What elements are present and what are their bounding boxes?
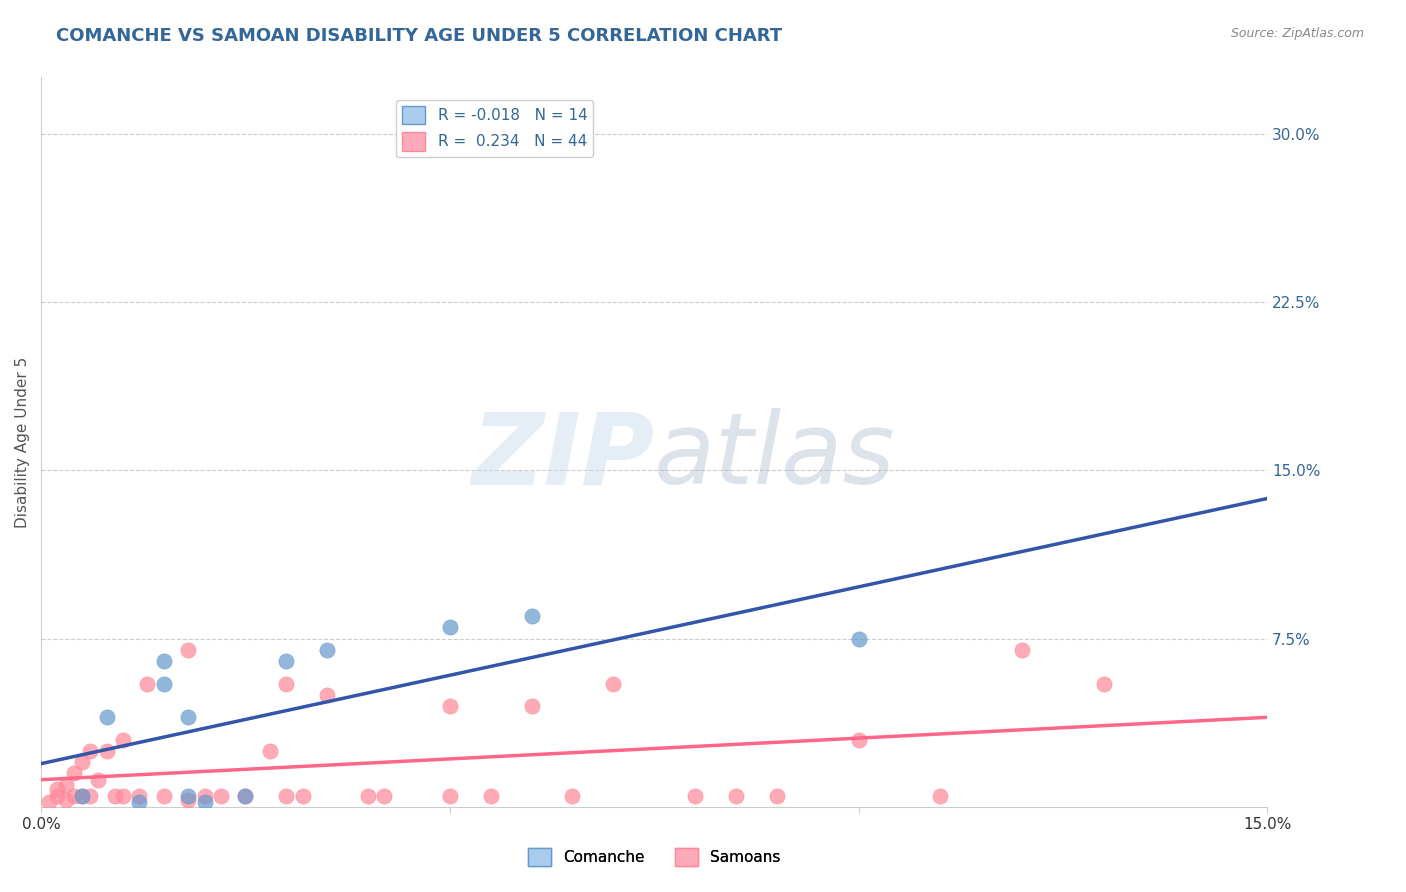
Point [38, 796, 60, 810]
Point [55, 778, 77, 792]
Point [929, 789, 952, 803]
Point [316, 643, 339, 657]
Point [46, 789, 69, 803]
Point [96, 744, 118, 758]
Legend: Comanche, Samoans: Comanche, Samoans [522, 841, 787, 872]
Text: ZIP: ZIP [471, 409, 654, 505]
Point [46, 782, 69, 797]
Point [276, 654, 298, 668]
Point [1092, 676, 1115, 690]
Point [70, 789, 93, 803]
Point [194, 796, 217, 810]
Point [111, 789, 134, 803]
Point [104, 789, 127, 803]
Point [291, 789, 314, 803]
Point [62, 766, 84, 780]
Point [561, 789, 583, 803]
Point [316, 688, 339, 702]
Point [177, 789, 200, 803]
Point [70, 755, 93, 769]
Point [235, 789, 257, 803]
Text: atlas: atlas [654, 409, 896, 505]
Point [373, 789, 395, 803]
Point [111, 732, 134, 747]
Text: COMANCHE VS SAMOAN DISABILITY AGE UNDER 5 CORRELATION CHART: COMANCHE VS SAMOAN DISABILITY AGE UNDER … [56, 27, 782, 45]
Point [152, 676, 174, 690]
Point [152, 654, 174, 668]
Point [79, 744, 101, 758]
Point [848, 632, 870, 646]
Text: Source: ZipAtlas.com: Source: ZipAtlas.com [1230, 27, 1364, 40]
Point [55, 793, 77, 807]
Point [177, 710, 200, 724]
Point [357, 789, 380, 803]
Point [848, 732, 870, 747]
Point [177, 793, 200, 807]
Point [209, 789, 232, 803]
Point [520, 609, 543, 624]
Point [87, 772, 110, 787]
Point [683, 789, 706, 803]
Point [194, 789, 217, 803]
Point [70, 789, 93, 803]
Point [152, 789, 174, 803]
Point [276, 676, 298, 690]
Point [520, 698, 543, 713]
Point [479, 789, 502, 803]
Point [439, 698, 461, 713]
Point [439, 789, 461, 803]
Point [439, 620, 461, 634]
Point [766, 789, 789, 803]
Point [724, 789, 747, 803]
Point [79, 789, 101, 803]
Point [62, 789, 84, 803]
Point [276, 789, 298, 803]
Point [177, 643, 200, 657]
Point [259, 744, 281, 758]
Point [235, 789, 257, 803]
Point [136, 676, 159, 690]
Point [1011, 643, 1033, 657]
Point [128, 796, 150, 810]
Point [602, 676, 624, 690]
Point [128, 789, 150, 803]
Point [96, 710, 118, 724]
Y-axis label: Disability Age Under 5: Disability Age Under 5 [15, 357, 30, 528]
